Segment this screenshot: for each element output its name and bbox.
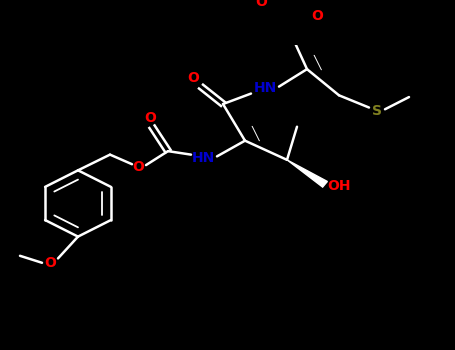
Text: O: O — [132, 160, 144, 174]
Text: O: O — [255, 0, 267, 9]
Text: O: O — [44, 256, 56, 270]
Polygon shape — [287, 160, 328, 187]
Text: O: O — [311, 9, 323, 23]
Text: HN: HN — [253, 81, 277, 95]
Text: S: S — [372, 104, 382, 118]
Text: O: O — [144, 111, 156, 125]
Text: ╲: ╲ — [313, 55, 321, 70]
Text: OH: OH — [327, 179, 351, 193]
Text: ╲: ╲ — [251, 126, 259, 141]
Text: O: O — [187, 71, 199, 85]
Text: HN: HN — [192, 151, 215, 165]
